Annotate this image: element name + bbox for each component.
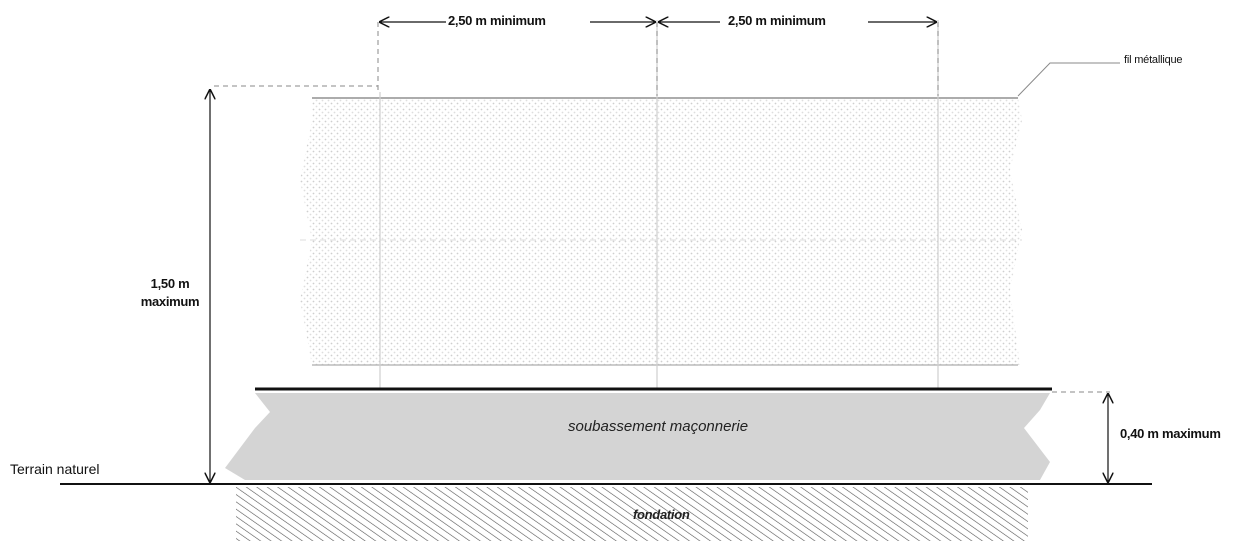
- foundation-block: [236, 487, 1028, 541]
- wire-label: fil métallique: [1124, 54, 1183, 66]
- masonry-base: [225, 387, 1052, 480]
- ground-label: Terrain naturel: [10, 461, 100, 477]
- wire-leader-line: [1017, 62, 1120, 97]
- foundation-label: fondation: [633, 507, 690, 522]
- base-height-label: 0,40 m maximum: [1120, 426, 1221, 441]
- extension-lines: [214, 22, 1110, 393]
- height-qualifier-label: maximum: [140, 294, 200, 309]
- span-right-label: 2,50 m minimum: [728, 13, 826, 28]
- base-label: soubassement maçonnerie: [568, 418, 749, 435]
- span-left-label: 2,50 m minimum: [448, 13, 546, 28]
- wire-mesh-panel: [300, 20, 1022, 388]
- height-value-label: 1,50 m: [150, 276, 190, 291]
